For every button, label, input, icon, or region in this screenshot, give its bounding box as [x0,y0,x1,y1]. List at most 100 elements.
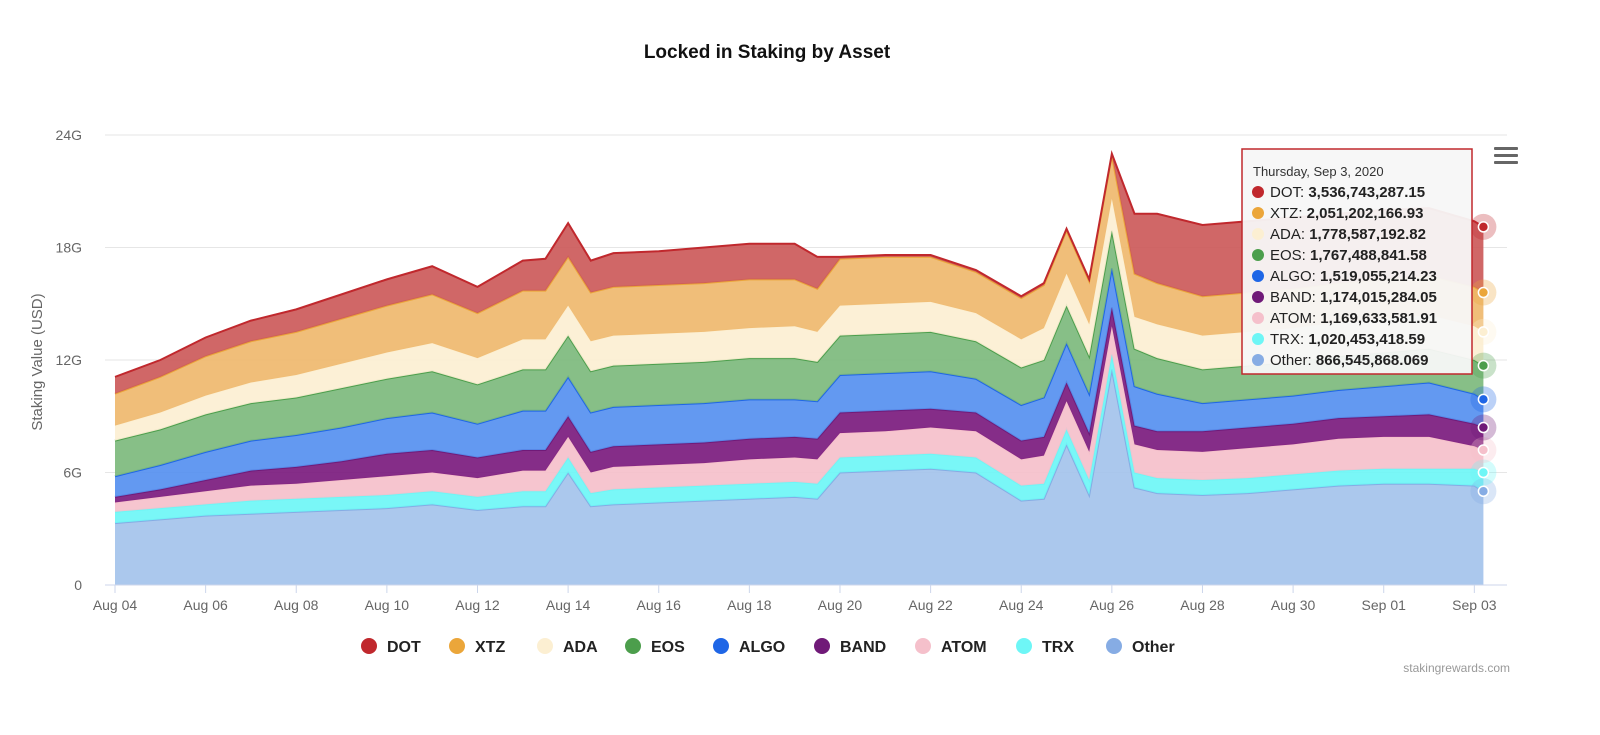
legend-swatch [1016,638,1032,654]
y-tick-label: 24G [56,127,82,143]
legend-label: EOS [651,639,685,656]
legend-item-other[interactable]: Other [1106,638,1175,656]
tooltip-value: 2,051,202,166.93 [1307,205,1424,222]
tooltip-row-trx: TRX: 1,020,453,418.59 [1270,331,1425,348]
tooltip-value: 1,020,453,418.59 [1308,331,1425,348]
hamburger-menu-icon[interactable] [1488,143,1524,173]
legend-item-trx[interactable]: TRX [1016,638,1074,656]
tooltip: Thursday, Sep 3, 2020 DOT: 3,536,743,287… [1241,148,1473,375]
x-tick-label: Aug 14 [546,597,591,613]
tooltip-row-other: Other: 866,545,868.069 [1270,352,1428,369]
tooltip-row-xtz: XTZ: 2,051,202,166.93 [1270,205,1423,222]
legend-label: DOT [387,639,421,656]
area-band[interactable] [115,307,1484,503]
credit-link[interactable]: stakingrewards.com [1403,661,1510,675]
tooltip-dot-other [1252,354,1264,366]
line-xtz [114,155,1484,395]
x-tick-label: Aug 30 [1271,597,1316,613]
x-tick-label: Aug 28 [1180,597,1225,613]
tooltip-value: 1,767,488,841.58 [1310,247,1427,264]
legend-item-ada[interactable]: ADA [537,638,598,656]
tooltip-series-name: EOS: [1270,247,1310,264]
legend-item-dot[interactable]: DOT [361,638,421,656]
tooltip-dot-ada [1252,228,1264,240]
legend-item-band[interactable]: BAND [814,638,886,656]
x-tick-label: Aug 06 [183,597,228,613]
tooltip-series-name: TRX: [1270,331,1308,348]
marker-dot [1477,221,1490,233]
legend-swatch [537,638,553,654]
legend-item-eos[interactable]: EOS [625,638,685,656]
tooltip-value: 1,174,015,284.05 [1320,289,1437,306]
area-atom[interactable] [115,326,1484,512]
area-other[interactable] [115,369,1484,585]
tooltip-value: 1,519,055,214.23 [1320,268,1437,285]
area-xtz[interactable] [115,155,1484,426]
y-tick-label: 12G [56,352,82,368]
line-algo [114,267,1484,478]
tooltip-value: 866,545,868.069 [1316,352,1429,369]
tooltip-series-name: DOT: [1270,184,1308,201]
tooltip-dot-algo [1252,270,1264,282]
legend-item-algo[interactable]: ALGO [713,638,785,656]
x-tick-label: Aug 24 [999,597,1044,613]
y-axis-label: Staking Value (USD) [29,293,46,430]
x-axis: Aug 04 Aug 06 Aug 08 Aug 10 Aug 12 Aug 14 Aug … [93,584,1507,613]
marker-eos [1477,359,1490,372]
x-tick-label: Aug 04 [93,597,138,613]
tooltip-dot-trx [1252,333,1264,345]
legend-swatch [449,638,465,654]
marker-trx [1477,466,1490,479]
y-axis-ticks: 0 6G 12G 18G 24G [56,127,83,593]
x-tick-label: Aug 16 [637,597,682,613]
legend-swatch [1106,638,1122,654]
x-tick-label: Aug 20 [818,597,863,613]
x-tick-label: Aug 18 [727,597,772,613]
stacked-areas[interactable] [114,150,1484,585]
tooltip-series-name: BAND: [1270,289,1320,306]
legend-item-xtz[interactable]: XTZ [449,638,505,656]
marker-other [1477,485,1490,497]
marker-algo [1477,393,1490,406]
line-atom [114,326,1484,504]
x-tick-label: Aug 08 [274,597,319,613]
tooltip-row-band: BAND: 1,174,015,284.05 [1270,289,1437,306]
tooltip-series-name: ADA: [1270,226,1309,243]
marker-atom [1477,444,1490,456]
legend-label: ATOM [941,639,987,656]
legend-label: ALGO [739,639,785,656]
x-tick-label: Aug 26 [1090,597,1135,613]
marker-band [1477,421,1490,434]
legend-swatch [814,638,830,654]
line-trx [114,354,1484,513]
x-tick-label: Aug 10 [365,597,410,613]
tooltip-value: 1,778,587,192.82 [1309,226,1426,243]
legend-label: TRX [1042,639,1074,656]
tooltip-row-algo: ALGO: 1,519,055,214.23 [1270,268,1437,285]
legend-label: XTZ [475,639,505,656]
hover-markers [1470,213,1497,505]
legend: DOT XTZ ADA EOS ALGO BAND ATOM TRX Other [361,638,1175,656]
tooltip-row-eos: EOS: 1,767,488,841.58 [1270,247,1427,264]
area-trx[interactable] [115,354,1484,524]
line-dot [114,150,1484,378]
tooltip-dot-atom [1252,312,1264,324]
line-band [114,307,1484,498]
line-eos [114,230,1484,442]
tooltip-box [1241,148,1473,375]
y-tick-label: 6G [63,465,82,481]
tooltip-row-dot: DOT: 3,536,743,287.15 [1270,184,1425,201]
tooltip-dot-xtz [1252,207,1264,219]
legend-item-atom[interactable]: ATOM [915,638,987,656]
area-algo[interactable] [115,268,1484,497]
area-eos[interactable] [115,230,1484,477]
y-tick-label: 0 [74,577,82,593]
x-tick-label: Aug 12 [455,597,500,613]
tooltip-date: Thursday, Sep 3, 2020 [1253,164,1384,179]
line-other [114,369,1484,525]
tooltip-row-ada: ADA: 1,778,587,192.82 [1270,226,1426,243]
legend-label: BAND [840,639,886,656]
y-tick-label: 18G [56,240,82,256]
tooltip-rows: DOT: 3,536,743,287.15 XTZ: 2,051,202,166.… [1252,184,1437,369]
